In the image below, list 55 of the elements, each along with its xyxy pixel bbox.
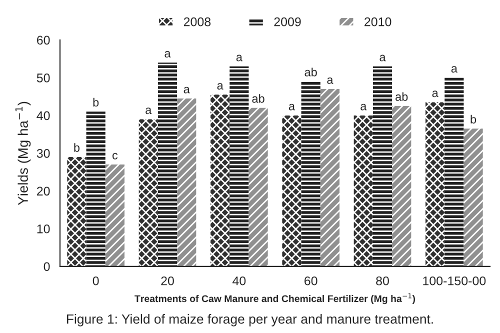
legend-label: 2010: [364, 17, 392, 26]
bar: [301, 81, 320, 266]
data-label: c: [112, 152, 118, 160]
bar: [105, 164, 124, 266]
bar: [444, 78, 464, 266]
y-tick-label: 20: [37, 186, 50, 196]
bar: [86, 112, 106, 266]
bar: [248, 108, 268, 266]
y-tick-label: 10: [37, 224, 50, 234]
bar: [230, 66, 249, 266]
data-label: a: [217, 83, 224, 90]
data-label: a: [288, 104, 296, 110]
data-label: a: [380, 54, 386, 62]
legend-label: 2008: [184, 17, 211, 26]
data-label: a: [327, 77, 334, 84]
y-tick-label: 40: [36, 111, 50, 120]
bar: [426, 102, 445, 266]
bar: [67, 156, 86, 266]
bar: [372, 66, 392, 266]
data-label: b: [93, 98, 99, 107]
bar: [354, 115, 373, 266]
x-tick-label: 80: [376, 276, 389, 286]
data-label: a: [146, 108, 152, 114]
bar: [392, 106, 412, 266]
x-tick-label: 60: [304, 276, 318, 286]
legend-label: 2009: [274, 17, 301, 26]
x-tick-label: 100-150-00: [423, 276, 486, 286]
data-label: b: [74, 143, 80, 152]
y-tick-label: 60: [37, 36, 50, 45]
data-label: a: [236, 54, 242, 62]
data-label: a: [164, 51, 171, 58]
data-label: b: [470, 114, 476, 124]
data-label: ab: [396, 92, 408, 101]
bar: [464, 128, 483, 266]
y-tick-label: 0: [44, 262, 50, 272]
x-axis-title: Treatments of Caw Manure and Chemical Fertilizer (Mg ha$^{−1}$): [134, 293, 416, 304]
data-label: a: [432, 90, 438, 98]
y-tick-label: 50: [36, 74, 50, 82]
y-tick-label: 30: [36, 148, 50, 158]
data-label: a: [360, 104, 367, 110]
data-label: ab: [304, 68, 317, 76]
x-tick-label: 20: [161, 276, 174, 286]
bar: [138, 119, 158, 266]
bar: [320, 89, 340, 266]
y-axis-title: Yields (Mg ha$^{−1}$): [15, 102, 31, 206]
x-tick-label: 40: [232, 276, 246, 286]
bar: [177, 98, 196, 266]
caption: Figure 1: Yield of maize forage per year and manure treatment.: [67, 314, 433, 326]
data-label: a: [184, 86, 190, 94]
data-label: ab: [252, 94, 264, 103]
bar: [210, 94, 230, 266]
x-tick-label: 0: [92, 276, 99, 286]
bar: [282, 115, 302, 266]
data-label: a: [451, 66, 458, 73]
bar: [158, 62, 178, 266]
